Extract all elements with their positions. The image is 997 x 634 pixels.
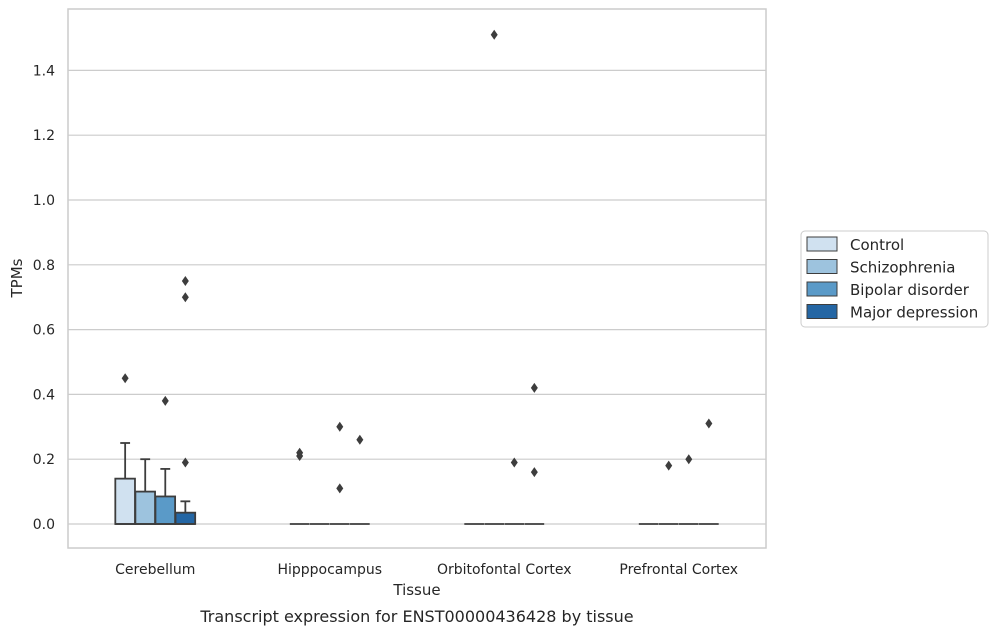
- outlier-point: [336, 421, 344, 432]
- outlier-point: [685, 454, 693, 465]
- outlier-point: [530, 467, 538, 478]
- box: [678, 454, 699, 525]
- grid-lines: [68, 69, 766, 525]
- legend-label: Schizophrenia: [850, 259, 955, 277]
- legend-label: Control: [850, 236, 904, 254]
- box: [484, 29, 505, 525]
- x-axis-ticks: Cerebellum Hipppocampus Orbitofontal Corte…: [115, 562, 738, 578]
- outlier-point: [530, 382, 538, 393]
- box-body: [114, 477, 136, 525]
- y-tick-label: 0.8: [33, 258, 55, 274]
- legend-label: Major depression: [850, 304, 978, 322]
- legend-swatch: [806, 304, 838, 319]
- legend-label: Bipolar disorder: [850, 281, 970, 299]
- outlier-point: [705, 418, 713, 429]
- outlier-point: [665, 460, 673, 471]
- y-tick-label: 1.0: [33, 193, 55, 209]
- y-tick-label: 0.6: [33, 323, 55, 339]
- outlier-point: [336, 483, 344, 494]
- y-tick-label: 1.4: [33, 63, 55, 79]
- y-tick-label: 0.4: [33, 387, 55, 403]
- box: [154, 395, 177, 525]
- x-tick-label: Prefrontal Cortex: [619, 562, 738, 578]
- box: [134, 458, 156, 525]
- outlier-point: [296, 447, 304, 458]
- box: [114, 373, 136, 525]
- box: [699, 418, 719, 525]
- x-tick-label: Cerebellum: [115, 562, 195, 578]
- legend-frame: [800, 230, 989, 328]
- x-axis-label: Tissue: [392, 581, 440, 599]
- y-axis-label: TPMs: [8, 258, 26, 298]
- plot-frame: [67, 8, 767, 549]
- legend-swatch: [806, 281, 838, 297]
- legend: Control Schizophrenia Bipolar disorder Majo…: [800, 230, 989, 328]
- legend-swatch: [806, 236, 838, 252]
- outlier-point: [181, 292, 189, 303]
- chart-caption: Transcript expression for ENST0000043642…: [199, 607, 633, 626]
- y-tick-label: 0.0: [33, 517, 55, 533]
- box-plot-series: [114, 29, 719, 525]
- box: [658, 460, 679, 525]
- outlier-point: [510, 457, 518, 468]
- box-body: [154, 495, 177, 525]
- box-body: [134, 490, 156, 525]
- box-body: [174, 511, 197, 525]
- y-tick-label: 0.2: [33, 452, 55, 468]
- legend-swatch: [806, 259, 838, 274]
- box: [329, 421, 350, 525]
- x-tick-label: Orbitofontal Cortex: [437, 562, 572, 578]
- y-axis-ticks: 0.0 0.2 0.4 0.6 0.8 1.0 1.2 1.4: [33, 63, 55, 533]
- outlier-point: [181, 276, 189, 286]
- outlier-point: [121, 373, 129, 384]
- box: [504, 457, 525, 525]
- box: [524, 382, 545, 525]
- outlier-point: [490, 29, 498, 40]
- outlier-point: [356, 434, 364, 445]
- y-tick-label: 1.2: [33, 128, 55, 144]
- outlier-point: [181, 457, 189, 468]
- box: [289, 447, 310, 525]
- x-tick-label: Hipppocampus: [277, 562, 382, 578]
- box: [350, 434, 370, 525]
- outlier-point: [161, 395, 169, 406]
- box: [174, 276, 197, 525]
